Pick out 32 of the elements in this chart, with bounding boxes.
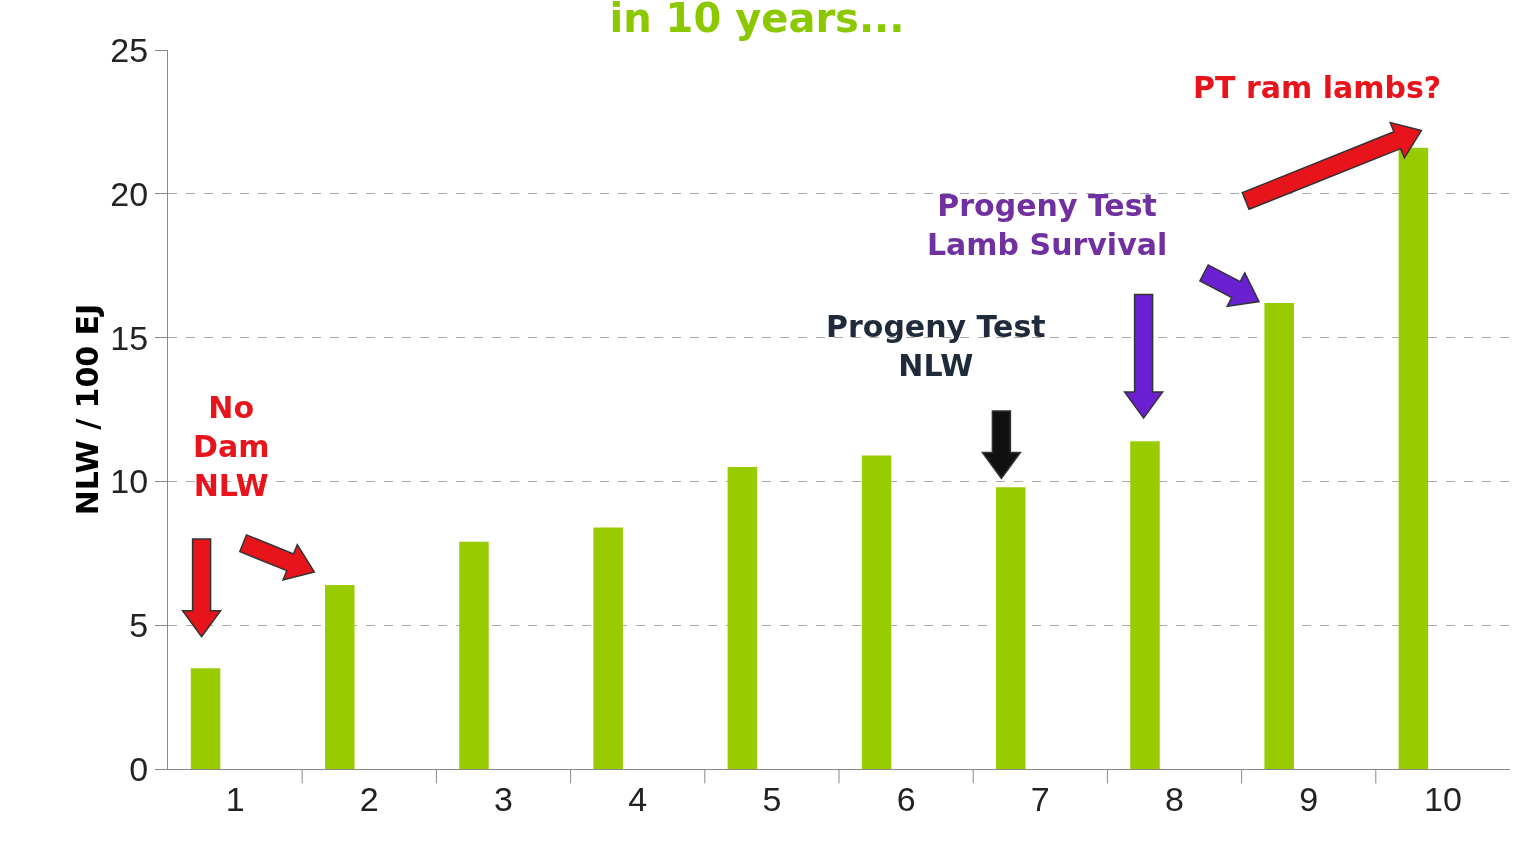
y-tick-label: 5 [129,606,149,645]
x-tick-label: 10 [1423,779,1462,818]
chart-title: in 10 years... [609,0,905,42]
x-tick-label: 5 [762,779,782,818]
x-tick-label: 2 [359,779,379,818]
bar [190,668,221,769]
y-tick-label: 25 [110,30,149,69]
bar [1398,147,1429,769]
bar [593,527,623,769]
annotation: Progeny Test NLW [826,309,1046,383]
bar [325,584,355,769]
x-tick-label: 4 [628,779,648,818]
x-tick-label: 8 [1165,779,1184,818]
bar [1130,441,1160,769]
bar [727,467,758,769]
bar [1264,303,1294,769]
x-tick-label: 7 [1030,779,1050,818]
y-tick-label: 15 [110,318,149,357]
x-tick-label: 6 [896,779,916,818]
annotation: PT ram lambs? [1193,70,1442,105]
bar [459,541,489,769]
x-tick-label: 9 [1299,779,1319,818]
y-tick-label: 0 [129,749,149,788]
annotation: No Dam NLW [193,390,270,503]
bar [996,487,1026,769]
bar [861,455,892,769]
y-axis-title: NLW / 100 EJ [70,303,105,516]
x-tick-label: 3 [494,779,513,818]
x-tick-label: 1 [225,779,245,818]
y-tick-label: 20 [110,174,149,213]
y-tick-label: 10 [110,462,149,501]
annotation: Progeny Test Lamb Survival [927,188,1168,262]
